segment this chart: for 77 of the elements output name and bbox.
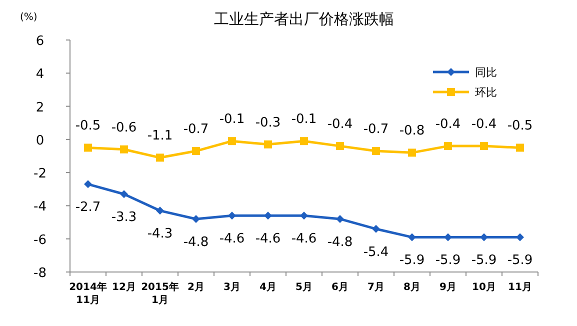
point [408,233,416,242]
x-tick-label: 2014年 11月 [69,281,107,306]
data-label: -0.6 [111,120,137,136]
point [120,190,128,198]
y-tick-label: -4 [34,200,46,215]
data-label: -0.1 [219,112,245,128]
data-label: -5.9 [471,253,497,268]
data-label: -0.1 [291,112,317,128]
data-label: -0.4 [435,117,461,132]
y-tick-label: -6 [34,232,46,248]
data-label: -4.8 [183,234,209,250]
point [372,224,380,233]
x-tick-label: 7月 [368,282,384,293]
point [156,206,164,215]
legend-label: 同比 [475,66,497,79]
point [444,233,452,242]
point [156,154,164,162]
legend-label: 环比 [475,86,497,99]
y-tick-label: 2 [36,100,44,116]
data-label: -0.4 [471,117,497,132]
point [300,212,308,220]
point [372,147,380,156]
x-tick-label: 8月 [404,282,420,293]
data-label: -0.7 [183,122,209,138]
data-label: -5.9 [435,253,461,268]
data-label: -3.3 [111,210,137,226]
point [264,140,272,148]
x-tick-label: 12月 [112,282,136,293]
point [516,233,524,242]
point [516,144,524,152]
data-label: -0.3 [255,115,281,130]
data-label: -4.6 [291,232,317,247]
data-label: -5.9 [399,253,425,268]
y-tick-label: 4 [36,67,44,82]
point [300,137,308,146]
y-tick-label: -8 [34,266,46,281]
data-label: -0.4 [327,117,353,132]
point [336,214,344,223]
x-tick-label: 11月 [508,282,532,293]
data-label: -4.3 [147,226,173,242]
data-label: -4.6 [255,232,281,247]
point [84,144,92,152]
data-label: -0.5 [75,118,101,134]
point [228,137,236,146]
x-tick-label: 6月 [332,282,348,293]
data-label: -0.8 [399,124,425,139]
point [228,212,236,220]
data-label: -0.5 [507,118,533,134]
point [336,142,344,150]
x-tick-label: 2月 [188,282,204,293]
data-label: -5.9 [507,253,533,268]
x-tick-label: 2015年 1月 [141,281,179,306]
y-tick-label: 6 [36,34,44,49]
x-tick-label: 10月 [472,282,496,293]
data-label: -2.7 [75,200,101,216]
x-tick-label: 9月 [440,282,456,293]
chart-title: 工业生产者出厂价格涨跌幅 [214,10,394,28]
data-label: -4.6 [219,232,245,247]
point [480,233,488,242]
point [444,142,452,150]
x-tick-label: 3月 [224,282,240,293]
y-tick-label: -2 [34,166,46,182]
point [192,214,200,223]
data-label: -0.7 [363,122,389,138]
point [408,148,416,157]
point [84,180,92,188]
point [192,147,200,156]
data-label: -5.4 [363,244,389,260]
data-label: -4.8 [327,234,353,250]
y-axis-title: (%) [20,12,38,23]
y-tick-label: 0 [36,133,44,148]
point [120,145,128,154]
point [480,142,488,150]
data-label: -1.1 [147,128,173,144]
point [264,212,272,220]
x-tick-label: 5月 [296,282,312,293]
x-tick-label: 4月 [260,282,276,293]
